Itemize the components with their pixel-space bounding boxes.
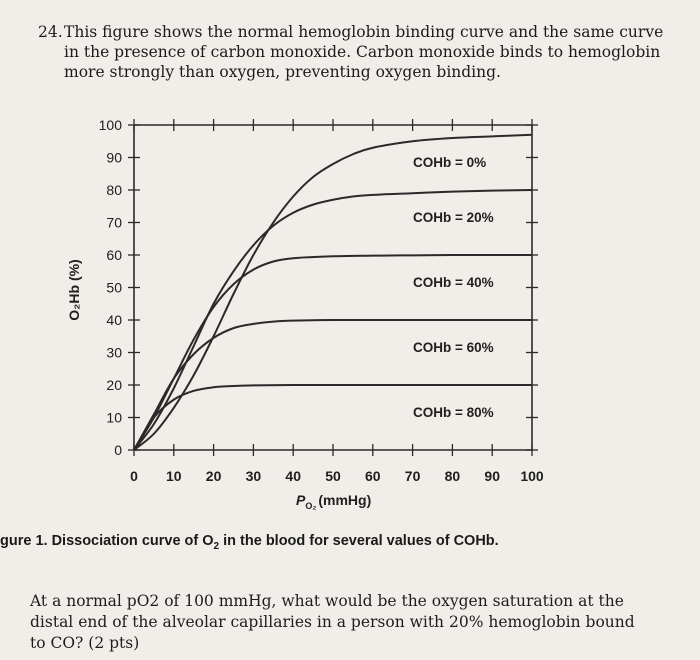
- question-text: 24.This figure shows the normal hemoglob…: [38, 22, 688, 82]
- y-tick-label: 80: [106, 182, 122, 198]
- dissociation-chart: 0 10 20 30 40 50 60 70 80 90 100 0 10 20 30 40 50 60 70 80…: [66, 117, 544, 511]
- question-line-1-text: This figure shows the normal hemoglobin …: [64, 23, 664, 41]
- y-tick-label: 10: [106, 410, 122, 426]
- y-tick-label: 90: [106, 150, 122, 166]
- curve-line: [133, 253, 532, 451]
- question-line-2: in the presence of carbon monoxide. Carb…: [64, 43, 661, 61]
- x-tick-label: 90: [484, 468, 500, 484]
- x-tick-label: 80: [445, 468, 461, 484]
- y-tick-labels: 0 10 20 30 40 50 60 70 80 90 100: [99, 117, 123, 458]
- follow-up-question: At a normal pO2 of 100 mmHg, what would …: [30, 591, 700, 660]
- x-tick-label: 60: [365, 468, 381, 484]
- question-line-3: more strongly than oxygen, preventing ox…: [64, 63, 501, 81]
- curve-line: [133, 189, 533, 451]
- y-tick-label: 50: [106, 280, 122, 296]
- x-tick-label: 10: [166, 468, 182, 484]
- caption-suffix: in the blood for several values of COHb.: [219, 533, 499, 549]
- x-tick-labels: 0 10 20 30 40 50 60 70 80 90 100: [130, 468, 544, 484]
- question-line-1: 24.This figure shows the normal hemoglob…: [38, 22, 688, 42]
- y-tick-label: 70: [106, 215, 122, 231]
- x-axis-label-sub: O₂: [305, 501, 316, 511]
- y-tick-label: 0: [114, 442, 122, 458]
- x-axis-label-unit: (mmHg): [318, 492, 371, 508]
- y-tick-label: 20: [106, 377, 122, 393]
- x-axis-label: PO₂ (mmHg): [296, 492, 371, 511]
- curve-line: [133, 318, 532, 451]
- curve-label: COHb = 40%: [413, 275, 494, 290]
- follow-up-line-1: At a normal pO2 of 100 mmHg, what would …: [30, 592, 624, 610]
- follow-up-line-2: distal end of the alveolar capillaries i…: [30, 613, 635, 631]
- curve-labels: COHb = 0% COHb = 20% COHb = 40% COHb = 60% C…: [413, 155, 494, 420]
- curves: [133, 133, 533, 451]
- question-number: 24.: [38, 23, 63, 41]
- curve-line: [133, 383, 532, 451]
- curve-label: COHb = 80%: [413, 405, 494, 420]
- curve-line: [133, 133, 533, 451]
- y-tick-label: 60: [106, 247, 122, 263]
- caption-subscript: 2: [213, 540, 220, 552]
- y-tick-label: 30: [106, 345, 122, 361]
- y-tick-label: 100: [99, 117, 123, 133]
- y-axis-label: O₂Hb (%): [66, 259, 82, 320]
- curve-label: COHb = 20%: [413, 210, 494, 225]
- x-tick-label: 30: [246, 468, 262, 484]
- x-tick-label: 20: [206, 468, 222, 484]
- x-tick-label: 70: [405, 468, 421, 484]
- curve-label: COHb = 60%: [413, 340, 494, 355]
- x-axis-label-main: P: [296, 492, 306, 508]
- curve-label: COHb = 0%: [413, 155, 486, 170]
- x-tick-label: 100: [520, 468, 544, 484]
- caption-prefix: gure 1. Dissociation curve of O: [0, 533, 214, 549]
- follow-up-line-3: to CO? (2 pts): [30, 634, 140, 652]
- figure-caption: gure 1. Dissociation curve of O2 in the …: [0, 533, 700, 552]
- y-tick-label: 40: [106, 312, 122, 328]
- x-tick-label: 0: [130, 468, 138, 484]
- x-tick-label: 40: [285, 468, 301, 484]
- x-tick-label: 50: [325, 468, 341, 484]
